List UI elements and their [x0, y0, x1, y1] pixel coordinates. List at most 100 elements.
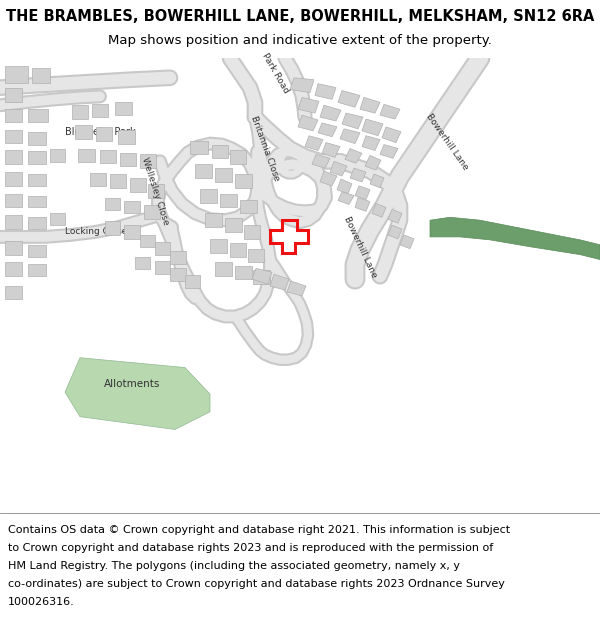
- Polygon shape: [350, 168, 366, 182]
- Polygon shape: [298, 115, 318, 131]
- Polygon shape: [388, 225, 402, 239]
- Polygon shape: [115, 102, 132, 115]
- Polygon shape: [342, 113, 363, 129]
- Polygon shape: [5, 241, 22, 254]
- Polygon shape: [290, 78, 314, 92]
- Polygon shape: [305, 136, 323, 151]
- Text: Wellesley Close: Wellesley Close: [140, 156, 170, 226]
- Polygon shape: [96, 127, 112, 141]
- Text: Allotments: Allotments: [104, 379, 160, 389]
- Polygon shape: [5, 130, 22, 142]
- Polygon shape: [372, 204, 386, 217]
- Polygon shape: [230, 242, 246, 256]
- Text: Blenheim Park: Blenheim Park: [65, 127, 136, 137]
- Polygon shape: [155, 242, 170, 254]
- Polygon shape: [28, 245, 46, 256]
- Polygon shape: [362, 119, 383, 136]
- Polygon shape: [318, 123, 337, 137]
- Polygon shape: [345, 149, 362, 163]
- Polygon shape: [5, 88, 22, 103]
- Polygon shape: [28, 151, 46, 164]
- Polygon shape: [338, 192, 354, 204]
- Polygon shape: [78, 149, 95, 162]
- Polygon shape: [220, 194, 237, 208]
- Polygon shape: [330, 161, 347, 176]
- Polygon shape: [28, 264, 46, 276]
- Polygon shape: [235, 174, 252, 188]
- Polygon shape: [75, 125, 92, 139]
- Polygon shape: [100, 151, 116, 163]
- Polygon shape: [362, 136, 380, 151]
- Polygon shape: [65, 357, 210, 429]
- Polygon shape: [105, 198, 120, 211]
- Polygon shape: [200, 189, 217, 202]
- Polygon shape: [430, 217, 600, 259]
- Polygon shape: [215, 168, 232, 182]
- Polygon shape: [118, 130, 135, 144]
- Polygon shape: [135, 256, 150, 269]
- Text: Britannia Close: Britannia Close: [249, 114, 281, 182]
- Polygon shape: [370, 174, 384, 188]
- Polygon shape: [190, 141, 208, 154]
- Polygon shape: [235, 266, 252, 279]
- Polygon shape: [32, 68, 50, 82]
- Polygon shape: [140, 154, 156, 168]
- Text: Map shows position and indicative extent of the property.: Map shows position and indicative extent…: [108, 34, 492, 47]
- Polygon shape: [5, 151, 22, 164]
- Polygon shape: [5, 194, 22, 208]
- Polygon shape: [90, 173, 106, 186]
- Text: Bowerhill Lane: Bowerhill Lane: [424, 112, 470, 171]
- Polygon shape: [28, 109, 48, 122]
- Polygon shape: [400, 235, 414, 249]
- Text: Park Road: Park Road: [260, 51, 290, 94]
- Polygon shape: [92, 104, 108, 117]
- Polygon shape: [355, 198, 370, 211]
- Polygon shape: [355, 186, 370, 199]
- Polygon shape: [205, 213, 222, 227]
- Polygon shape: [382, 127, 401, 142]
- Polygon shape: [144, 206, 160, 219]
- Polygon shape: [312, 154, 330, 168]
- Polygon shape: [315, 84, 336, 99]
- Polygon shape: [365, 156, 381, 170]
- Polygon shape: [287, 281, 306, 296]
- Polygon shape: [320, 171, 337, 186]
- Polygon shape: [215, 262, 232, 276]
- Polygon shape: [5, 262, 22, 276]
- Polygon shape: [248, 249, 264, 262]
- Polygon shape: [140, 235, 155, 247]
- Polygon shape: [230, 151, 246, 164]
- Text: 100026316.: 100026316.: [8, 597, 75, 607]
- Polygon shape: [340, 129, 360, 144]
- Polygon shape: [298, 98, 319, 113]
- Polygon shape: [170, 251, 186, 264]
- Polygon shape: [72, 105, 88, 119]
- Polygon shape: [124, 225, 140, 239]
- Polygon shape: [28, 217, 46, 229]
- Polygon shape: [50, 149, 65, 162]
- Text: Bowerhill Lane: Bowerhill Lane: [342, 214, 378, 279]
- Polygon shape: [155, 261, 170, 274]
- Polygon shape: [120, 153, 136, 166]
- Polygon shape: [270, 274, 289, 290]
- Polygon shape: [5, 215, 22, 229]
- Polygon shape: [5, 66, 28, 82]
- Text: to Crown copyright and database rights 2023 and is reproduced with the permissio: to Crown copyright and database rights 2…: [8, 543, 493, 553]
- Polygon shape: [360, 98, 380, 113]
- Polygon shape: [105, 221, 120, 235]
- Polygon shape: [110, 174, 126, 188]
- Text: Locking Close: Locking Close: [65, 228, 127, 236]
- Polygon shape: [380, 144, 398, 158]
- Polygon shape: [130, 178, 146, 192]
- Polygon shape: [252, 268, 272, 284]
- Polygon shape: [320, 105, 341, 121]
- Polygon shape: [28, 132, 46, 144]
- Polygon shape: [28, 174, 46, 186]
- Polygon shape: [210, 239, 227, 252]
- Polygon shape: [212, 144, 228, 158]
- Polygon shape: [28, 196, 46, 208]
- Polygon shape: [337, 179, 352, 194]
- Polygon shape: [322, 142, 340, 158]
- Polygon shape: [253, 270, 270, 284]
- Polygon shape: [338, 91, 360, 108]
